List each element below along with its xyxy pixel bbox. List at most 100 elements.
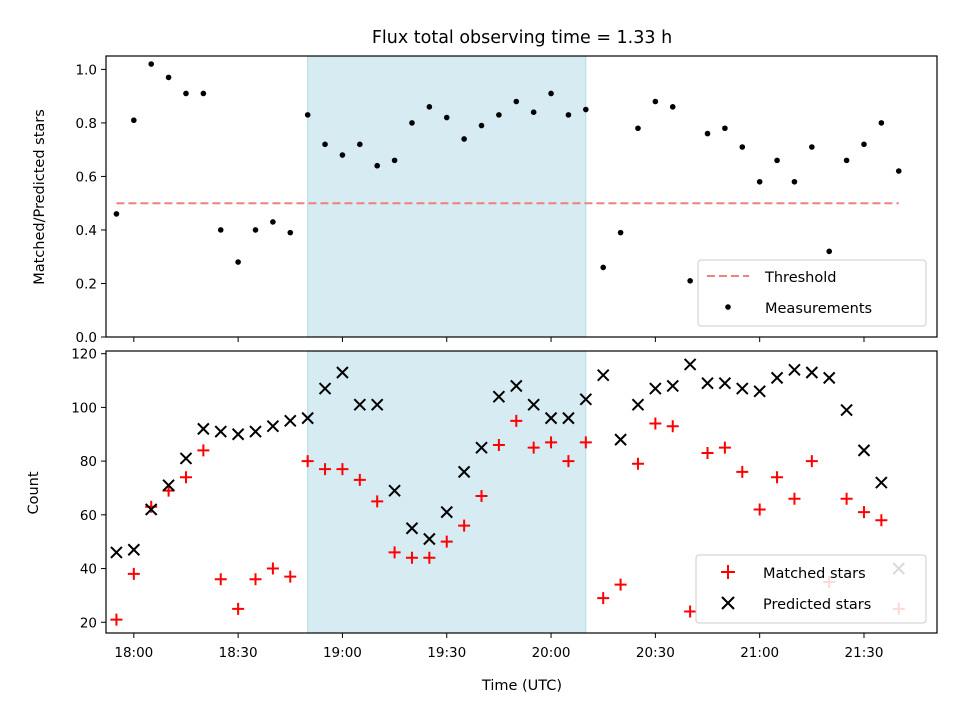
x-tick-label: 20:30	[636, 645, 675, 661]
bottom-y-axis-label: Count	[26, 471, 42, 514]
bottom-shaded-interval	[307, 350, 587, 634]
measurement-point	[252, 227, 259, 233]
matched-star-marker	[353, 473, 366, 486]
predicted-star-marker	[405, 522, 419, 535]
top-y-tick-label: 0.0	[76, 330, 97, 346]
measurement-points	[113, 61, 902, 284]
predicted-star-marker	[214, 425, 227, 438]
measurement-point	[217, 227, 224, 233]
measurement-point	[478, 122, 485, 129]
measurement-point	[113, 211, 120, 217]
measurement-point	[287, 229, 294, 236]
measurement-point	[617, 229, 624, 236]
matched-star-marker	[423, 551, 436, 564]
bottom-x-ticks: 18:00 18:30 19:00 19:30 20:00 20:30 21:00 21:30	[114, 633, 883, 661]
matched-star-marker	[771, 471, 784, 484]
measurement-point	[496, 112, 502, 118]
predicted-star-marker	[562, 411, 575, 425]
measurement-point	[304, 112, 311, 118]
measurement-point	[165, 74, 172, 81]
measurement-point	[565, 112, 572, 118]
matched-star-marker	[562, 455, 575, 468]
top-axes-frame	[105, 55, 938, 338]
bottom-y-tick-label: 120	[71, 347, 97, 363]
legend-measurements-swatch	[725, 304, 731, 310]
predicted-star-marker	[457, 465, 471, 479]
predicted-star-marker	[788, 363, 801, 377]
matched-star-marker	[336, 463, 349, 476]
matched-star-marker	[440, 535, 453, 548]
predicted-star-marker	[353, 398, 367, 411]
matched-star-marker	[179, 471, 192, 484]
bottom-panel: 20 40 60 80 100 120 18:00 18:30 19:00 19:30 20:00…	[26, 347, 938, 694]
measurement-point	[669, 104, 676, 110]
predicted-star-marker	[110, 546, 123, 559]
measurement-point	[270, 219, 276, 225]
measurement-point	[513, 98, 520, 105]
matched-star-marker	[666, 420, 679, 433]
chart-title: Flux total observing time = 1.33 h	[372, 28, 672, 48]
matched-star-marker	[492, 439, 505, 451]
predicted-star-marker	[370, 398, 384, 411]
matched-star-marker	[649, 417, 662, 430]
x-tick-label: 18:30	[219, 645, 258, 661]
legend-measurements-label: Measurements	[765, 301, 872, 317]
legend-matched-swatch	[721, 565, 735, 579]
matched-star-marker	[579, 436, 592, 449]
measurement-point	[600, 264, 607, 271]
measurement-point	[183, 90, 189, 97]
measurement-point	[861, 141, 867, 148]
predicted-star-marker	[249, 425, 262, 438]
predicted-star-marker	[805, 366, 819, 379]
measurement-point	[357, 141, 363, 148]
x-axis-label: Time (UTC)	[481, 678, 562, 694]
measurement-point	[583, 106, 589, 113]
bottom-axes-frame	[105, 350, 938, 634]
matched-star-marker	[301, 455, 314, 468]
matched-star-marker	[510, 414, 523, 427]
predicted-star-marker	[197, 422, 210, 436]
measurement-point	[409, 120, 415, 126]
matched-star-marker	[214, 573, 227, 586]
x-tick-label: 21:00	[740, 645, 779, 661]
top-y-tick-label: 0.8	[76, 116, 97, 132]
matched-star-marker	[840, 492, 853, 505]
matched-star-marker	[127, 567, 140, 580]
predicted-star-marker	[875, 476, 888, 489]
matched-star-marker	[718, 441, 731, 454]
measurement-point	[809, 144, 815, 150]
measurement-point	[635, 125, 641, 132]
predicted-star-marker	[683, 358, 697, 371]
matched-star-marker	[701, 447, 714, 460]
predicted-star-marker	[492, 390, 506, 403]
matched-star-marker	[527, 441, 540, 454]
x-tick-label: 21:30	[845, 645, 884, 661]
measurement-point	[652, 98, 659, 105]
matched-star-marker	[475, 490, 488, 503]
top-y-tick-label: 0.2	[76, 276, 97, 292]
predicted-star-marker	[527, 398, 540, 411]
top-y-tick-label: 0.6	[76, 169, 97, 185]
matched-star-marker	[684, 605, 697, 618]
matched-star-marker	[545, 436, 558, 449]
predicted-star-marker	[823, 371, 836, 385]
predicted-star-marker	[614, 433, 627, 446]
legend-predicted-label: Predicted stars	[763, 597, 871, 613]
legend-predicted-swatch	[721, 596, 735, 610]
predicted-star-marker	[318, 382, 332, 395]
measurement-point	[791, 178, 798, 185]
bottom-legend: Matched stars Predicted stars	[695, 554, 927, 624]
predicted-star-marker	[388, 484, 401, 497]
bottom-y-tick-label: 60	[80, 508, 97, 524]
measurement-point	[131, 117, 137, 124]
measurement-point	[530, 109, 537, 115]
matched-star-marker	[614, 578, 627, 591]
predicted-star-marker	[336, 366, 349, 379]
matched-star-marker	[788, 492, 801, 505]
top-panel: 0.0 0.2 0.4 0.6 0.8 1.0 Matched/Predicted sta…	[32, 55, 938, 346]
predicted-star-marker	[475, 441, 488, 454]
measurement-point	[704, 130, 711, 137]
predicted-star-marker	[162, 479, 175, 492]
predicted-star-marker	[666, 379, 679, 393]
matched-star-marker	[753, 503, 766, 516]
